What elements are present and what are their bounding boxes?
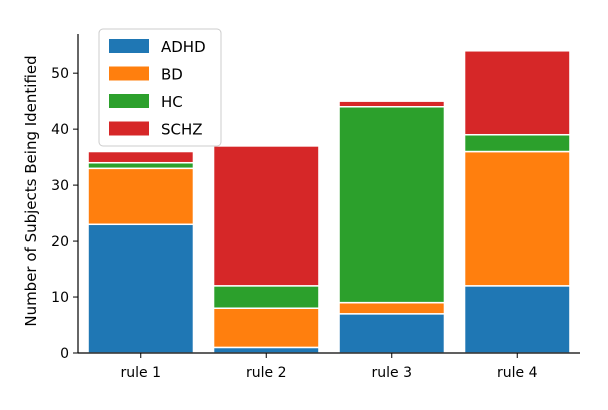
bar-adhd-1 xyxy=(87,223,195,354)
legend-label-bd: BD xyxy=(161,66,183,84)
x-tick-label: rule 4 xyxy=(497,365,538,381)
y-tick-label: 10 xyxy=(51,290,69,306)
y-ticks: 0 10 20 30 40 50 xyxy=(51,66,78,362)
legend-swatch-adhd xyxy=(109,39,149,53)
bar-schz-4 xyxy=(463,50,571,136)
bar-adhd-2 xyxy=(212,346,320,354)
legend-swatch-hc xyxy=(109,94,149,108)
legend-label-hc: HC xyxy=(161,93,183,111)
bar-schz-3 xyxy=(338,100,446,108)
x-tick-label: rule 1 xyxy=(121,365,162,381)
y-axis-label: Number of Subjects Being Identified xyxy=(22,55,40,326)
bar-hc-3 xyxy=(338,106,446,304)
legend-frame xyxy=(98,28,222,147)
bar-bd-4 xyxy=(463,150,571,287)
bar-bd-1 xyxy=(87,167,195,226)
legend-label-schz: SCHZ xyxy=(161,121,203,139)
y-tick-label: 40 xyxy=(51,122,69,138)
bars-layer xyxy=(87,50,571,354)
bar-hc-2 xyxy=(212,285,320,309)
y-tick-label: 50 xyxy=(51,66,69,82)
x-ticks: rule 1 rule 2 rule 3 rule 4 xyxy=(121,353,538,381)
x-tick-label: rule 3 xyxy=(372,365,413,381)
legend-swatch-bd xyxy=(109,66,149,81)
y-tick-label: 20 xyxy=(51,234,69,250)
bar-hc-4 xyxy=(463,133,571,153)
y-tick-label: 30 xyxy=(51,178,69,194)
legend-swatch-schz xyxy=(109,121,149,136)
x-tick-label: rule 2 xyxy=(246,365,287,381)
bar-bd-2 xyxy=(212,307,320,349)
legend: ADHD BD HC SCHZ xyxy=(98,28,222,147)
bar-hc-1 xyxy=(87,161,195,170)
bar-schz-2 xyxy=(212,145,320,287)
bar-adhd-3 xyxy=(338,313,446,354)
bar-adhd-4 xyxy=(463,285,571,354)
legend-label-adhd: ADHD xyxy=(161,38,206,56)
bar-schz-1 xyxy=(87,150,195,164)
bar-bd-3 xyxy=(338,301,446,315)
y-tick-label: 0 xyxy=(60,346,69,362)
axes-layer xyxy=(77,34,580,354)
